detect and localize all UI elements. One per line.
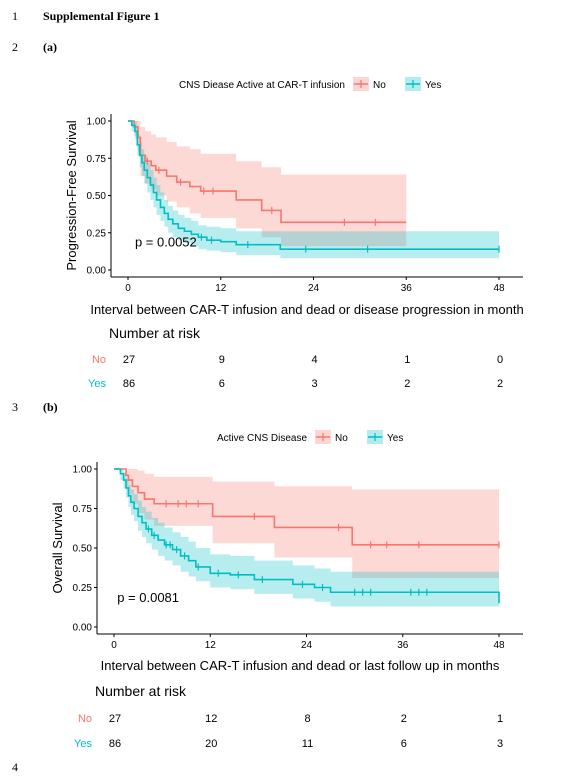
y-axis-label: Overall Survival — [50, 502, 65, 593]
panel-label-a: (a) — [43, 40, 57, 54]
risk-count: 8 — [304, 713, 310, 725]
legend-label-yes: Yes — [387, 433, 403, 444]
legend-label-no: No — [373, 80, 386, 91]
legend-title: Active CNS Disease — [217, 433, 307, 444]
legend: Active CNS Disease No Yes — [217, 430, 403, 444]
risk-count: 2 — [401, 713, 407, 725]
ci-band-yes — [128, 121, 499, 259]
risk-count: 86 — [123, 378, 135, 390]
line-number-3: 3 — [12, 400, 18, 414]
line-number-4: 4 — [12, 760, 18, 774]
risk-count: 27 — [123, 354, 135, 366]
risk-count: 20 — [205, 738, 217, 750]
x-tick-label: 36 — [401, 283, 413, 294]
risk-count: 6 — [219, 378, 225, 390]
x-tick-label: 12 — [205, 640, 217, 651]
y-tick-label: 0.00 — [73, 623, 93, 634]
ci-band-no — [128, 121, 407, 247]
x-tick-label: 0 — [111, 640, 117, 651]
risk-count: 2 — [404, 378, 410, 390]
risk-count: 1 — [404, 354, 410, 366]
x-tick-label: 12 — [215, 283, 227, 294]
y-tick-label: 0.75 — [87, 154, 107, 165]
legend: CNS Diease Active at CAR-T infusion No Yes — [179, 77, 441, 91]
risk-count: 9 — [219, 354, 225, 366]
x-tick-label: 36 — [397, 640, 409, 651]
risk-count: 0 — [497, 354, 503, 366]
legend-key-yes: Yes — [367, 430, 403, 444]
risk-count: 3 — [311, 378, 317, 390]
risk-count: 4 — [311, 354, 317, 366]
y-tick-label: 1.00 — [87, 117, 107, 128]
survival-line-no — [114, 468, 499, 546]
y-tick-label: 0.25 — [73, 583, 93, 594]
survival-line-yes — [128, 120, 499, 250]
x-tick-label: 24 — [301, 640, 313, 651]
legend-label-yes: Yes — [425, 80, 441, 91]
risk-row-label-no: No — [78, 713, 92, 725]
ci-band-no — [114, 469, 499, 579]
legend-label-no: No — [335, 433, 348, 444]
legend-key-no: No — [353, 77, 386, 91]
km-chart-a: CNS Diease Active at CAR-T infusion No Yes… — [64, 77, 524, 390]
y-tick-label: 0.50 — [87, 191, 107, 202]
risk-row-label-yes: Yes — [74, 738, 92, 750]
figure-title: Supplemental Figure 1 — [43, 9, 160, 23]
risk-row-label-no: No — [92, 354, 106, 366]
y-axis-label: Progression-Free Survival — [64, 120, 79, 270]
risk-count: 11 — [302, 738, 313, 750]
legend-title: CNS Diease Active at CAR-T infusion — [179, 80, 345, 91]
risk-table-title: Number at risk — [109, 325, 201, 341]
x-axis-label: Interval between CAR-T infusion and dead… — [90, 302, 523, 317]
risk-count: 6 — [401, 738, 407, 750]
risk-table-title: Number at risk — [95, 683, 187, 699]
x-axis-label: Interval between CAR-T infusion and dead… — [101, 658, 500, 673]
y-tick-label: 0.75 — [73, 504, 93, 515]
risk-count: 12 — [205, 713, 217, 725]
x-tick-label: 24 — [308, 283, 320, 294]
risk-count: 2 — [497, 378, 503, 390]
p-value: p = 0.0052 — [135, 235, 197, 250]
line-number-2: 2 — [12, 40, 18, 54]
legend-key-no: No — [315, 430, 348, 444]
legend-key-yes: Yes — [405, 77, 441, 91]
x-tick-label: 48 — [493, 283, 505, 294]
km-chart-b: Active CNS Disease No Yes 0.00 0.25 0.50 0.75 1… — [50, 430, 523, 750]
survival-line-no — [128, 120, 407, 224]
risk-row-label-yes: Yes — [88, 378, 106, 390]
survival-line-yes — [114, 468, 500, 604]
y-tick-label: 1.00 — [73, 465, 93, 476]
p-value: p = 0.0081 — [117, 590, 179, 605]
x-tick-label: 48 — [493, 640, 505, 651]
y-tick-label: 0.50 — [73, 544, 93, 555]
risk-count: 3 — [497, 738, 503, 750]
y-tick-label: 0.00 — [87, 266, 107, 277]
risk-count: 27 — [109, 713, 121, 725]
line-number-1: 1 — [12, 9, 18, 23]
y-tick-label: 0.25 — [87, 228, 107, 239]
x-tick-label: 0 — [125, 283, 131, 294]
risk-count: 1 — [497, 713, 503, 725]
risk-count: 86 — [109, 738, 121, 750]
panel-label-b: (b) — [43, 400, 58, 414]
